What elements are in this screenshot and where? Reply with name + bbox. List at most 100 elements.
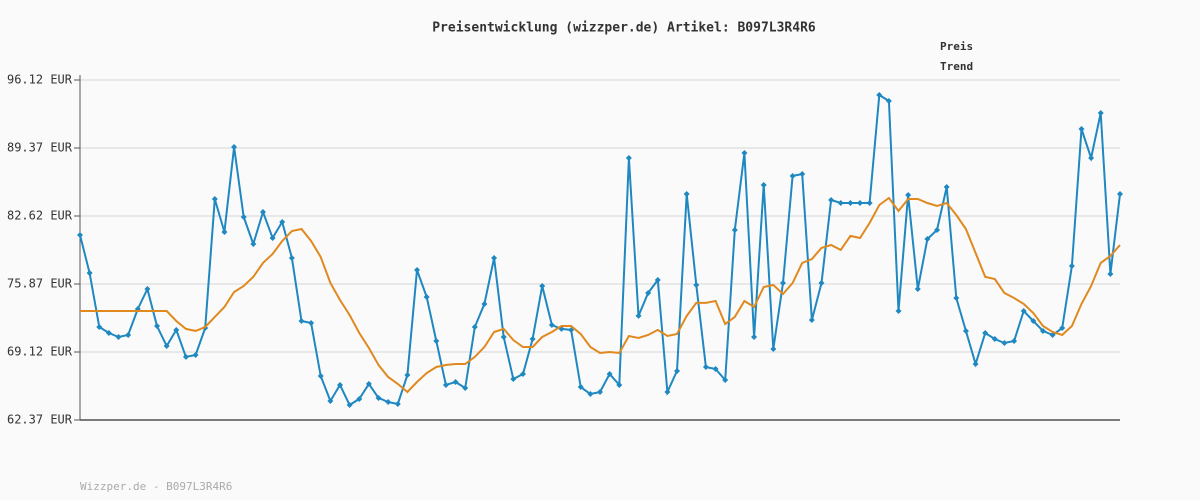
- point: [1030, 317, 1037, 324]
- point: [664, 388, 671, 395]
- point: [751, 333, 758, 340]
- point: [86, 270, 93, 277]
- legend-label: Trend: [940, 60, 973, 73]
- point: [356, 395, 363, 402]
- point: [259, 208, 266, 215]
- point: [712, 366, 719, 373]
- point: [1107, 271, 1114, 278]
- point: [654, 276, 661, 283]
- point: [317, 372, 324, 379]
- point: [577, 383, 584, 390]
- legend-label: Preis: [940, 40, 973, 53]
- point: [442, 381, 449, 388]
- y-tick-label: 62.37 EUR: [7, 413, 73, 427]
- point: [375, 394, 382, 401]
- y-tick-label: 75.87 EUR: [7, 277, 73, 291]
- point: [269, 234, 276, 241]
- point: [760, 181, 767, 188]
- point: [683, 191, 690, 198]
- point: [298, 317, 305, 324]
- point: [1117, 191, 1123, 198]
- point: [115, 333, 122, 340]
- point: [972, 360, 979, 367]
- point: [645, 289, 652, 296]
- point: [1059, 325, 1066, 332]
- point: [866, 200, 873, 207]
- point: [77, 232, 83, 239]
- y-tick-label: 69.12 EUR: [7, 345, 73, 359]
- point: [491, 255, 498, 262]
- point: [327, 397, 334, 404]
- point: [279, 218, 286, 225]
- point: [1088, 154, 1095, 161]
- point: [365, 380, 372, 387]
- point: [905, 192, 912, 199]
- point: [385, 398, 392, 405]
- point: [934, 227, 941, 234]
- point: [548, 322, 555, 329]
- point: [231, 143, 238, 150]
- footer: Wizzper.de - B097L3R4R6: [80, 480, 232, 493]
- y-tick-label: 89.37 EUR: [7, 141, 73, 155]
- point: [693, 282, 700, 289]
- point: [288, 255, 295, 262]
- point: [818, 279, 825, 286]
- point: [731, 227, 738, 234]
- point: [924, 235, 931, 242]
- point: [96, 324, 103, 331]
- point: [423, 293, 430, 300]
- point: [702, 364, 709, 371]
- point: [500, 333, 507, 340]
- point: [597, 388, 603, 395]
- point: [471, 324, 478, 331]
- point: [240, 214, 247, 221]
- point: [433, 338, 440, 345]
- point: [722, 377, 729, 384]
- point: [616, 381, 623, 388]
- point: [982, 329, 989, 336]
- point: [1039, 327, 1046, 334]
- point: [105, 329, 112, 336]
- point: [847, 200, 854, 207]
- point: [337, 381, 343, 388]
- point: [211, 195, 218, 202]
- point: [770, 345, 777, 352]
- point: [182, 353, 189, 360]
- series-line: [80, 196, 1121, 394]
- point: [885, 97, 892, 104]
- point: [635, 312, 642, 319]
- point: [529, 336, 536, 343]
- point: [943, 183, 950, 190]
- point: [587, 391, 594, 398]
- point: [741, 150, 748, 157]
- point: [625, 154, 632, 161]
- chart-title: Preisentwicklung (wizzper.de) Artikel: B…: [432, 21, 816, 36]
- point: [1020, 307, 1027, 314]
- point: [837, 200, 844, 207]
- point: [510, 375, 517, 382]
- point: [221, 229, 228, 236]
- point: [606, 370, 613, 377]
- point: [895, 307, 902, 314]
- point: [962, 327, 969, 334]
- point: [250, 241, 257, 248]
- point: [404, 371, 411, 378]
- point: [144, 286, 151, 293]
- y-tick-label: 82.62 EUR: [7, 209, 73, 223]
- point: [674, 367, 681, 374]
- point: [799, 170, 806, 177]
- point: [1078, 125, 1085, 132]
- point: [914, 286, 921, 293]
- point: [789, 173, 796, 180]
- point: [192, 352, 199, 359]
- point: [519, 370, 526, 377]
- point: [991, 336, 998, 343]
- point: [308, 319, 315, 326]
- point: [125, 331, 132, 338]
- point: [1068, 262, 1075, 269]
- point: [1097, 110, 1104, 117]
- point: [1011, 338, 1018, 345]
- point: [828, 196, 835, 203]
- series-line: [79, 93, 1121, 407]
